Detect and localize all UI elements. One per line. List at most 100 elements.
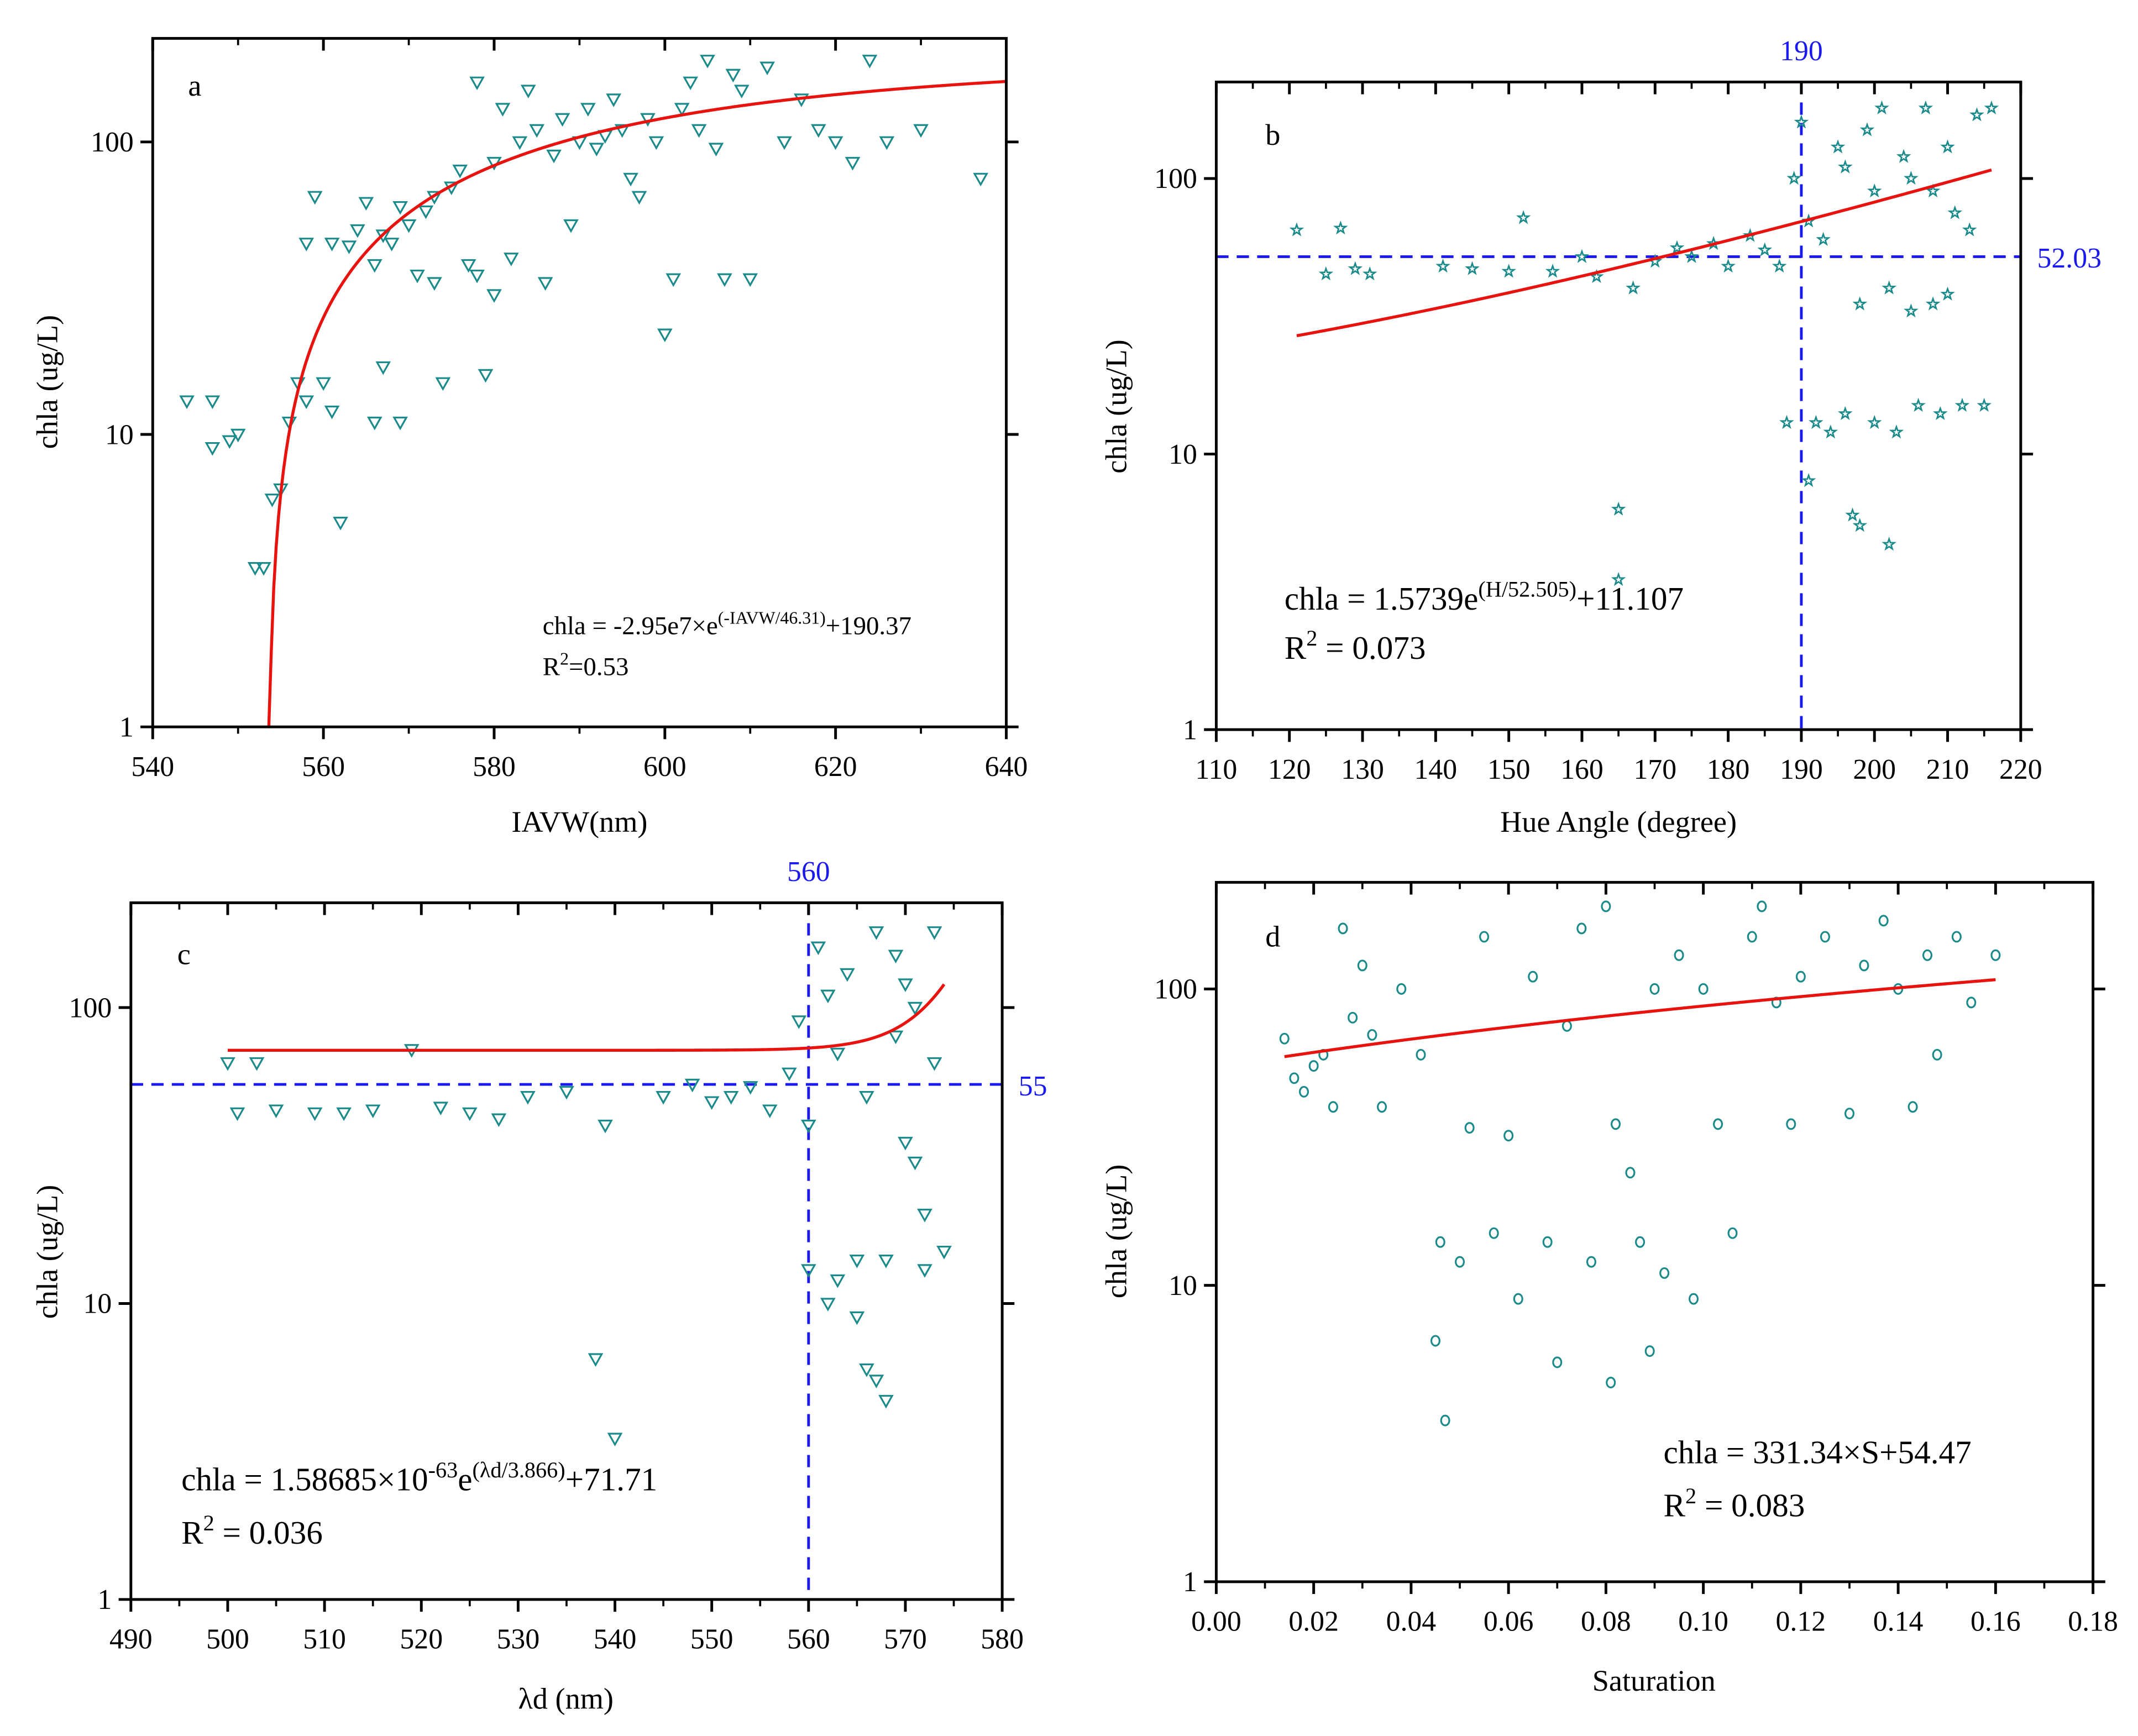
data-point: [460, 259, 476, 273]
data-point: [1874, 100, 1889, 115]
data-point: [1867, 415, 1882, 429]
data-point: [674, 103, 690, 117]
data-point: [1289, 1072, 1299, 1084]
data-point: [324, 238, 340, 251]
data-point: [1528, 971, 1538, 983]
data-point: [1786, 171, 1801, 185]
data-point: [742, 1081, 758, 1095]
y-tick-label: 1: [1183, 1566, 1197, 1598]
data-point: [1966, 997, 1977, 1009]
data-point: [1904, 171, 1919, 185]
x-tick-label: 180: [1707, 754, 1750, 785]
data-point: [392, 416, 408, 431]
data-point: [1918, 100, 1933, 115]
data-point: [1357, 959, 1367, 972]
r-squared: R2=0.53: [543, 649, 629, 681]
data-point: [1940, 286, 1955, 301]
panel-label: a: [188, 69, 201, 102]
r-squared: R2 = 0.036: [181, 1511, 323, 1551]
equation-sup: -63: [428, 1457, 458, 1482]
data-point: [1757, 242, 1773, 256]
data-point: [520, 1090, 536, 1105]
data-point: [1911, 397, 1926, 412]
data-point: [1318, 266, 1334, 281]
reference-label: 560: [787, 856, 830, 888]
panel-d: 0.00 0.02 0.04 0.06 0.08 0.10 0.12 0.14 0.16 0.18…: [1100, 880, 2118, 1697]
data-point: [1801, 473, 1816, 487]
data-point: [559, 1085, 574, 1100]
data-point: [529, 124, 545, 138]
data-point: [1954, 397, 1970, 412]
data-point: [418, 205, 434, 219]
x-tick-label: 600: [643, 751, 687, 783]
fit-curve: [227, 983, 946, 1052]
data-point: [491, 1113, 507, 1127]
data-point: [324, 405, 340, 419]
data-point: [1455, 1256, 1465, 1268]
fit-equation: chla = -2.95e7×e(-IAVW/46.31)+190.37: [543, 609, 911, 641]
data-point: [336, 1107, 352, 1121]
data-point: [1503, 1130, 1514, 1142]
data-point: [410, 269, 425, 284]
data-point: [820, 989, 836, 1004]
x-tick-label: 540: [594, 1624, 637, 1655]
data-point: [742, 273, 758, 287]
data-point: [588, 1353, 604, 1367]
data-point: [708, 143, 724, 156]
reference-label: 55: [1019, 1071, 1047, 1102]
data-point: [1348, 261, 1363, 275]
y-axis-label: chla (ug/L): [31, 1185, 64, 1319]
data-point: [1932, 1048, 1942, 1061]
data-point: [230, 428, 246, 443]
data-point: [1308, 1060, 1319, 1072]
data-point: [268, 1104, 284, 1119]
x-tick-label: 190: [1780, 754, 1823, 785]
x-tick-label: 120: [1268, 754, 1311, 785]
data-point: [1513, 1293, 1523, 1305]
data-point: [926, 926, 942, 940]
r2-symbol: R: [1664, 1487, 1686, 1523]
data-point: [1794, 114, 1809, 129]
data-point: [1501, 264, 1516, 278]
data-point: [1852, 296, 1868, 311]
data-point: [1606, 1376, 1616, 1388]
data-point: [623, 172, 638, 187]
y-axis-label: chla (ug/L): [1100, 1165, 1133, 1299]
data-point: [1611, 1118, 1621, 1130]
x-tick-label: 140: [1414, 754, 1458, 785]
data-point: [1837, 159, 1853, 174]
data-point: [907, 1001, 923, 1016]
reference-label: 52.03: [2037, 243, 2102, 274]
data-point: [1867, 183, 1882, 198]
data-point: [845, 156, 861, 171]
data-point: [1932, 406, 1948, 421]
data-point: [1348, 1011, 1358, 1024]
x-tick-label: 220: [1999, 754, 2042, 785]
data-point: [1545, 264, 1560, 278]
data-point: [1688, 1293, 1699, 1305]
y-tick-label: 100: [69, 992, 112, 1024]
data-point: [1713, 1118, 1723, 1130]
fit-curve: [1284, 978, 1996, 1058]
data-point: [537, 277, 553, 291]
x-tick-label: 550: [690, 1624, 733, 1655]
data-point: [427, 277, 442, 291]
x-tick-label: 0.08: [1581, 1606, 1631, 1638]
data-point: [973, 172, 989, 187]
y-tick-label: 10: [1168, 439, 1197, 470]
data-point: [777, 136, 792, 150]
data-point: [1896, 149, 1911, 163]
data-point: [1367, 1029, 1377, 1041]
data-point: [656, 1090, 671, 1105]
data-point: [264, 494, 280, 507]
data-point: [1635, 1236, 1646, 1248]
data-point: [1809, 415, 1823, 429]
data-point: [762, 1104, 778, 1119]
r2-exponent: 2: [1685, 1483, 1696, 1508]
data-point: [1516, 210, 1531, 224]
data-point: [810, 941, 826, 956]
y-tick-label: 10: [83, 1288, 112, 1320]
data-point: [469, 269, 485, 284]
data-point: [1837, 406, 1853, 421]
data-point: [1626, 280, 1641, 295]
